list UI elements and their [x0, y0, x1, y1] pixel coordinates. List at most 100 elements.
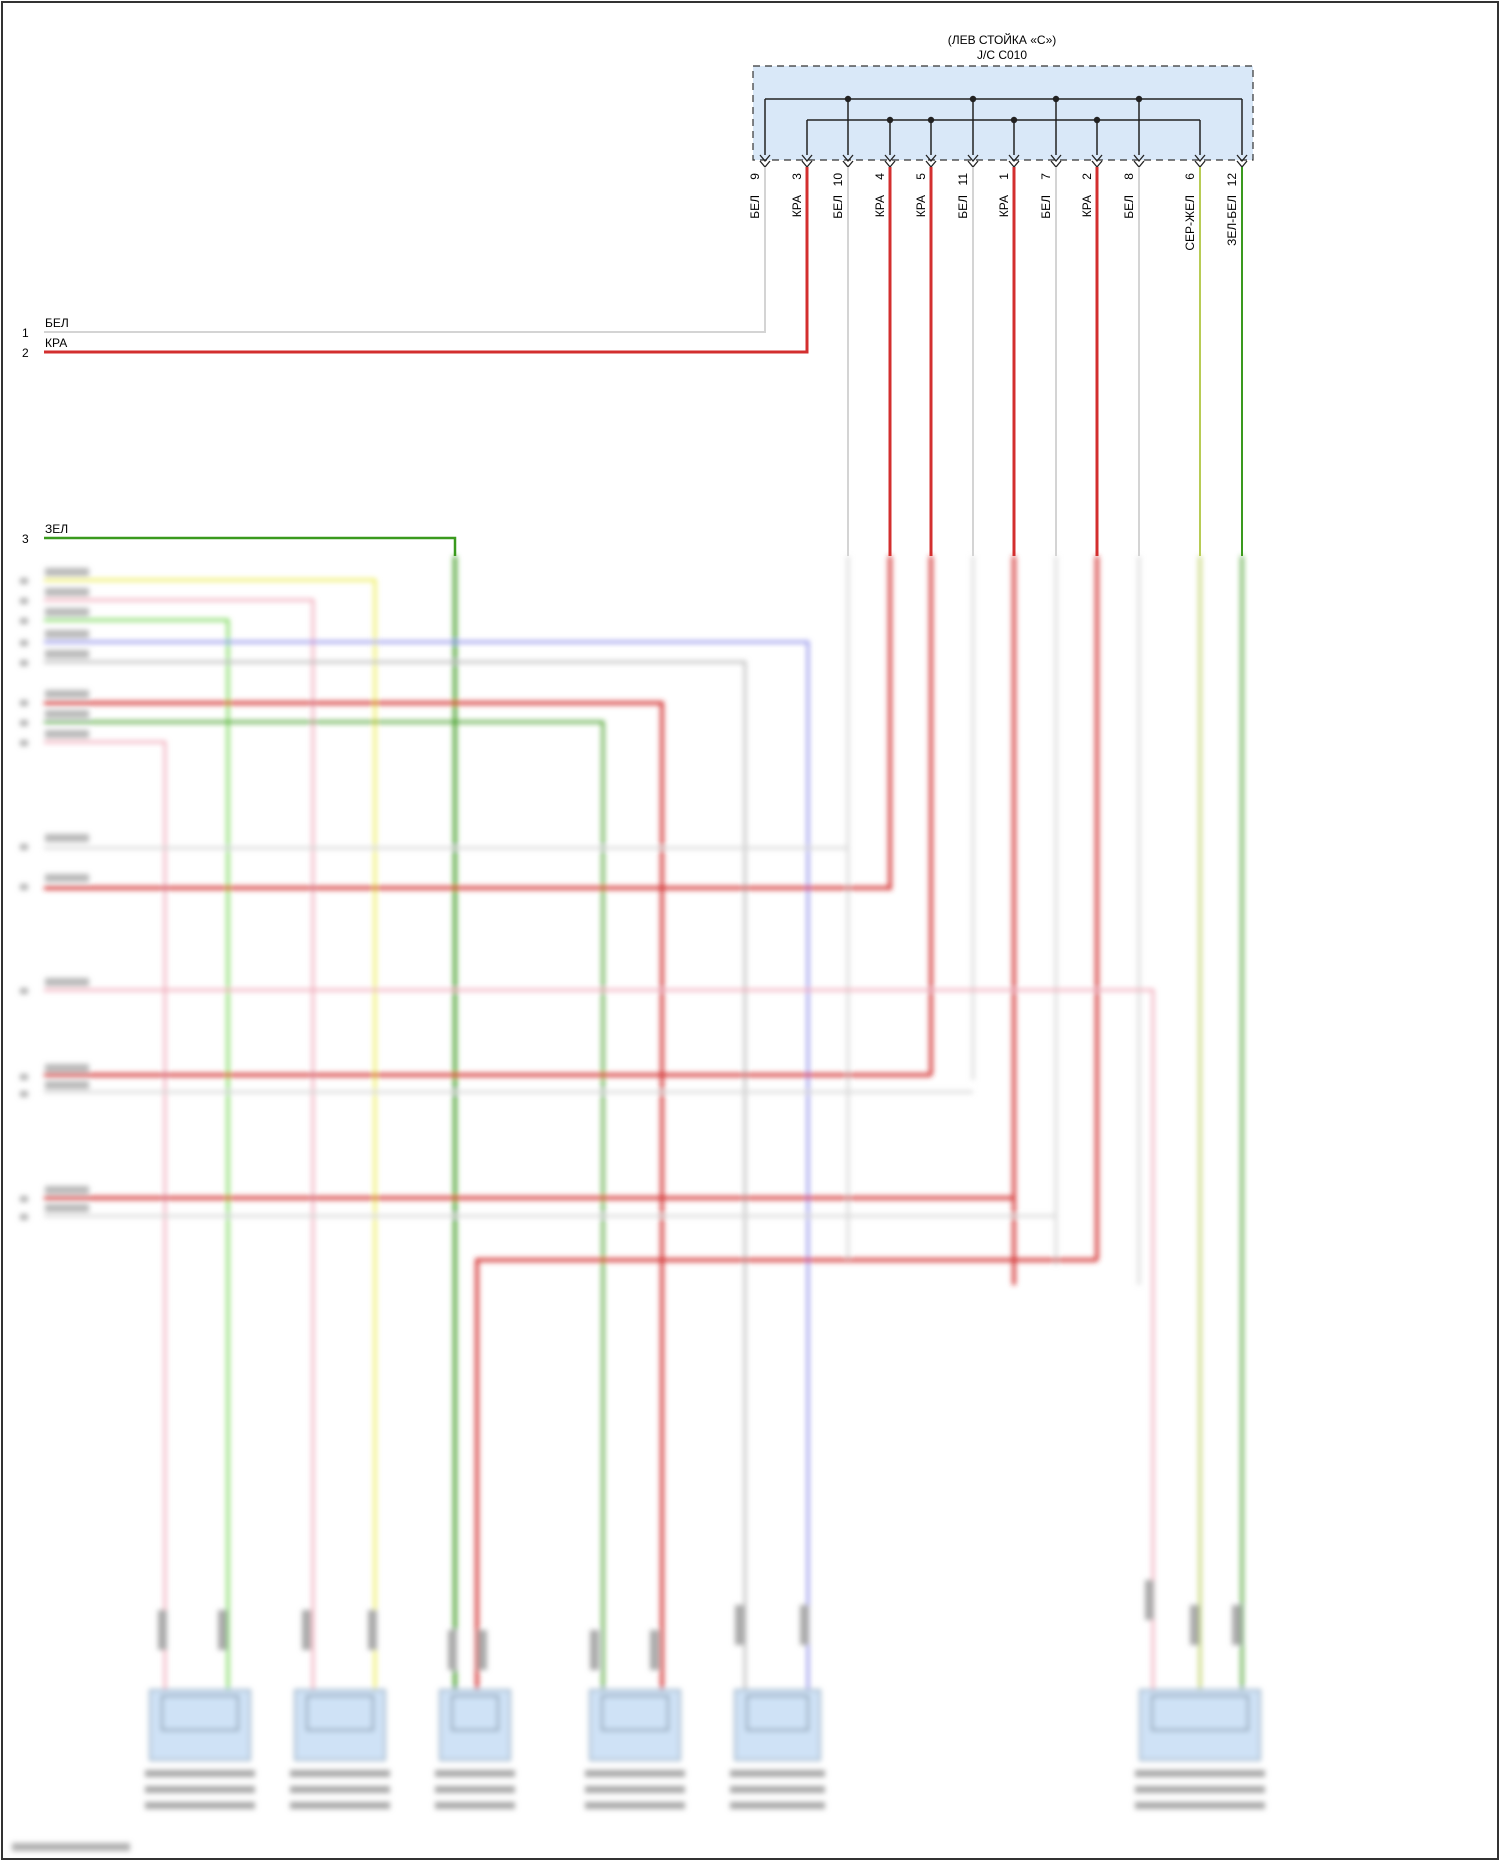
- component-block: [589, 1689, 681, 1761]
- component-block: [734, 1689, 821, 1761]
- blurred-label: [45, 1064, 89, 1072]
- blurred-number: [20, 640, 28, 646]
- connector-jc-c010: (ЛЕВ СТОЙКА «С») J/C C010 9 БЕЛ 3 КРА 10 БЕЛ 4…: [748, 32, 1254, 251]
- component-connector: [1151, 1695, 1249, 1731]
- pin-wire-color: БЕЛ: [831, 195, 845, 219]
- pin-wire-color: КРА: [790, 195, 804, 217]
- pin-wire-color: СЕР-ЖЕЛ: [1183, 195, 1197, 251]
- pin-number: 6: [1183, 173, 1197, 180]
- blurred-caption: [435, 1786, 515, 1793]
- blurred-caption: [585, 1786, 685, 1793]
- junction-bus-lines: [764, 95, 1243, 155]
- pin-number: 7: [1039, 173, 1053, 180]
- blurred-vertical-label: [478, 1630, 487, 1670]
- pin-wire-color: ЗЕЛ-БЕЛ: [1225, 195, 1239, 246]
- blurred-label: [45, 1204, 89, 1212]
- pin-wire-color: БЕЛ: [1039, 195, 1053, 219]
- blurred-vertical-label: [1145, 1580, 1154, 1620]
- blurred-number: [20, 598, 28, 604]
- pin-marker: [842, 154, 854, 163]
- wire-zel-3: [44, 536, 457, 556]
- component-connector: [451, 1695, 499, 1731]
- blurred-label: [45, 690, 89, 698]
- blurred-vertical-label: [800, 1605, 809, 1645]
- junction-dot: [886, 116, 894, 124]
- pin-marker: [801, 154, 813, 163]
- blurred-number: [20, 1214, 28, 1220]
- blurred-caption: [1135, 1786, 1265, 1793]
- pin-wire-color: КРА: [873, 195, 887, 217]
- pin-marker: [967, 154, 979, 163]
- pin-number: 9: [748, 173, 762, 180]
- blurred-vertical-label: [368, 1610, 377, 1650]
- junction-dot: [1052, 95, 1060, 103]
- blurred-vertical-label: [590, 1630, 599, 1670]
- pin-wire-color: БЕЛ: [1122, 195, 1136, 219]
- pin-number: 3: [790, 173, 804, 180]
- blurred-number: [20, 1091, 28, 1097]
- connector-title-line2: J/C C010: [977, 48, 1027, 62]
- blurred-wire: [44, 660, 747, 1690]
- left-wire-2-number: 2: [22, 346, 29, 360]
- blurred-caption: [585, 1770, 685, 1777]
- blurred-vertical-label: [302, 1610, 311, 1650]
- left-wire-3-color: ЗЕЛ: [45, 522, 68, 536]
- blurred-vertical-label: [1232, 1605, 1241, 1645]
- pin-marker: [884, 154, 896, 163]
- blurred-caption: [435, 1770, 515, 1777]
- pin-wire-color: БЕЛ: [956, 195, 970, 219]
- left-wire-1-number: 1: [22, 326, 29, 340]
- junction-connector-box: [752, 65, 1254, 161]
- blurred-vertical-label: [735, 1605, 744, 1645]
- blurred-number: [20, 618, 28, 624]
- blurred-label: [45, 730, 89, 738]
- connector-pins: 9 БЕЛ 3 КРА 10 БЕЛ 4 КРА 5 КРА 11 БЕЛ 1 КРА 7 БЕЛ 2 КРА 8 Б…: [748, 154, 1248, 251]
- blurred-caption: [145, 1786, 255, 1793]
- blurred-caption: [585, 1802, 685, 1809]
- blurred-number: [20, 988, 28, 994]
- blurred-label: [45, 650, 89, 658]
- blurred-number: [20, 844, 28, 850]
- component-block: [1139, 1689, 1261, 1761]
- junction-dot: [927, 116, 935, 124]
- blurred-label: [45, 568, 89, 576]
- pin-number: 4: [873, 173, 887, 180]
- connector-wires: [44, 167, 1243, 556]
- left-wire-3-number: 3: [22, 532, 29, 546]
- blurred-caption: [290, 1786, 390, 1793]
- connector-title-line1: (ЛЕВ СТОЙКА «С»): [948, 32, 1057, 47]
- blurred-number: [20, 740, 28, 746]
- blurred-wire: [44, 988, 1155, 1690]
- pin-number: 12: [1225, 173, 1239, 187]
- pin-marker: [759, 154, 771, 163]
- blurred-caption: [145, 1770, 255, 1777]
- pin-number: 1: [997, 173, 1011, 180]
- junction-dot: [844, 95, 852, 103]
- blurred-caption: [1135, 1802, 1265, 1809]
- component-connector: [601, 1695, 669, 1731]
- pin-wire-color: КРА: [997, 195, 1011, 217]
- blurred-number: [20, 700, 28, 706]
- pin-number: 10: [831, 173, 845, 187]
- blurred-wire: [44, 598, 315, 1690]
- pin-number: 5: [914, 173, 928, 180]
- component-connector: [306, 1695, 374, 1731]
- pin-wire-color: КРА: [914, 195, 928, 217]
- blurred-caption: [290, 1802, 390, 1809]
- blurred-number: [20, 720, 28, 726]
- blurred-wire: [44, 720, 605, 1690]
- blurred-number: [20, 884, 28, 890]
- junction-dot: [1010, 116, 1018, 124]
- blurred-lower-diagram: [12, 556, 1265, 1851]
- component-block: [149, 1689, 251, 1761]
- wire-kra-pin3: [44, 167, 809, 354]
- blurred-label: [45, 608, 89, 616]
- blurred-wire: [44, 701, 664, 1690]
- junction-dot: [1135, 95, 1143, 103]
- pin-number: 2: [1080, 173, 1094, 180]
- left-wire-labels: 1 БЕЛ 2 КРА 3 ЗЕЛ: [22, 316, 69, 546]
- blurred-number: [20, 578, 28, 584]
- component-block: [294, 1689, 386, 1761]
- blurred-vertical-label: [218, 1610, 227, 1650]
